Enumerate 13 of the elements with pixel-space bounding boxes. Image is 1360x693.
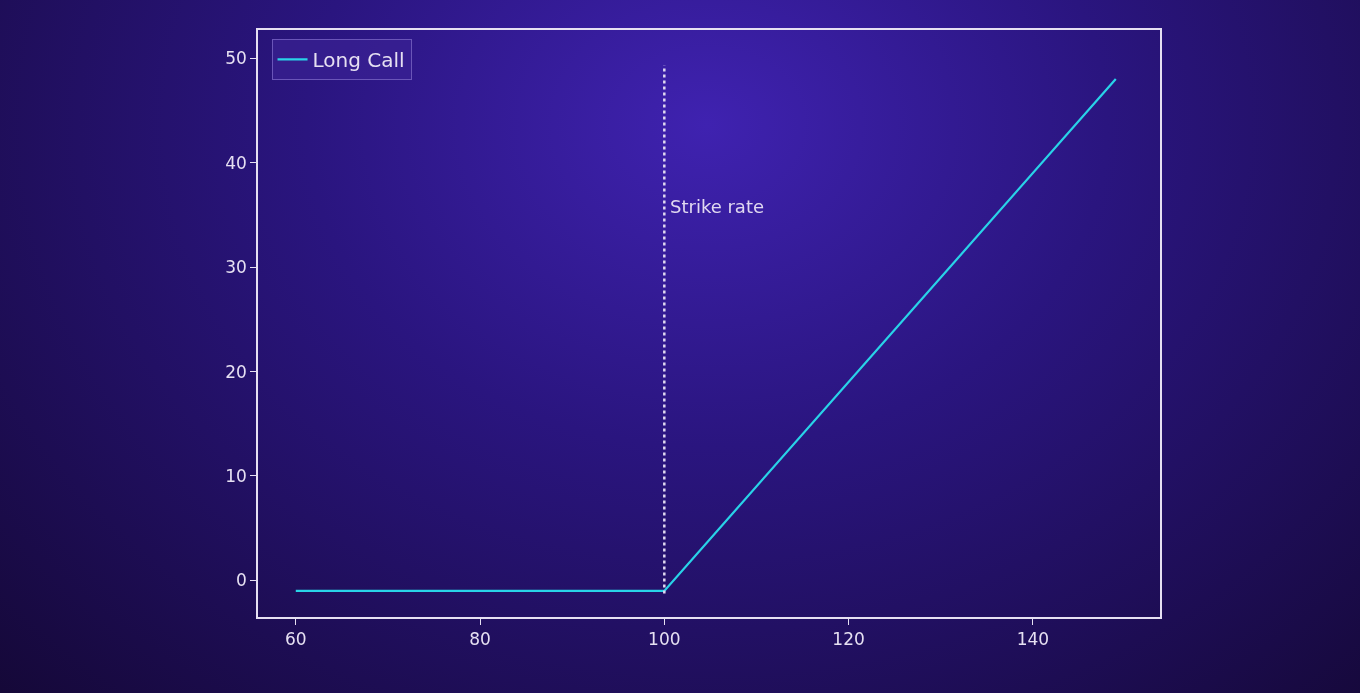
y-tick-label: 0 [236, 570, 247, 591]
y-tick-label: 40 [225, 152, 247, 173]
y-tick-label: 20 [225, 361, 247, 382]
y-tick-label: 30 [225, 257, 247, 278]
y-tick-label: 10 [225, 465, 247, 486]
x-tick-label: 100 [648, 629, 681, 650]
x-tick-label: 140 [1016, 629, 1050, 650]
x-tick-label: 80 [469, 629, 491, 650]
legend-label: Long Call [312, 48, 405, 73]
x-tick-label: 60 [284, 629, 307, 650]
y-tick-label: 50 [225, 48, 247, 69]
ref-line-label: Strike rate [670, 196, 765, 217]
x-tick-label: 120 [832, 629, 865, 650]
